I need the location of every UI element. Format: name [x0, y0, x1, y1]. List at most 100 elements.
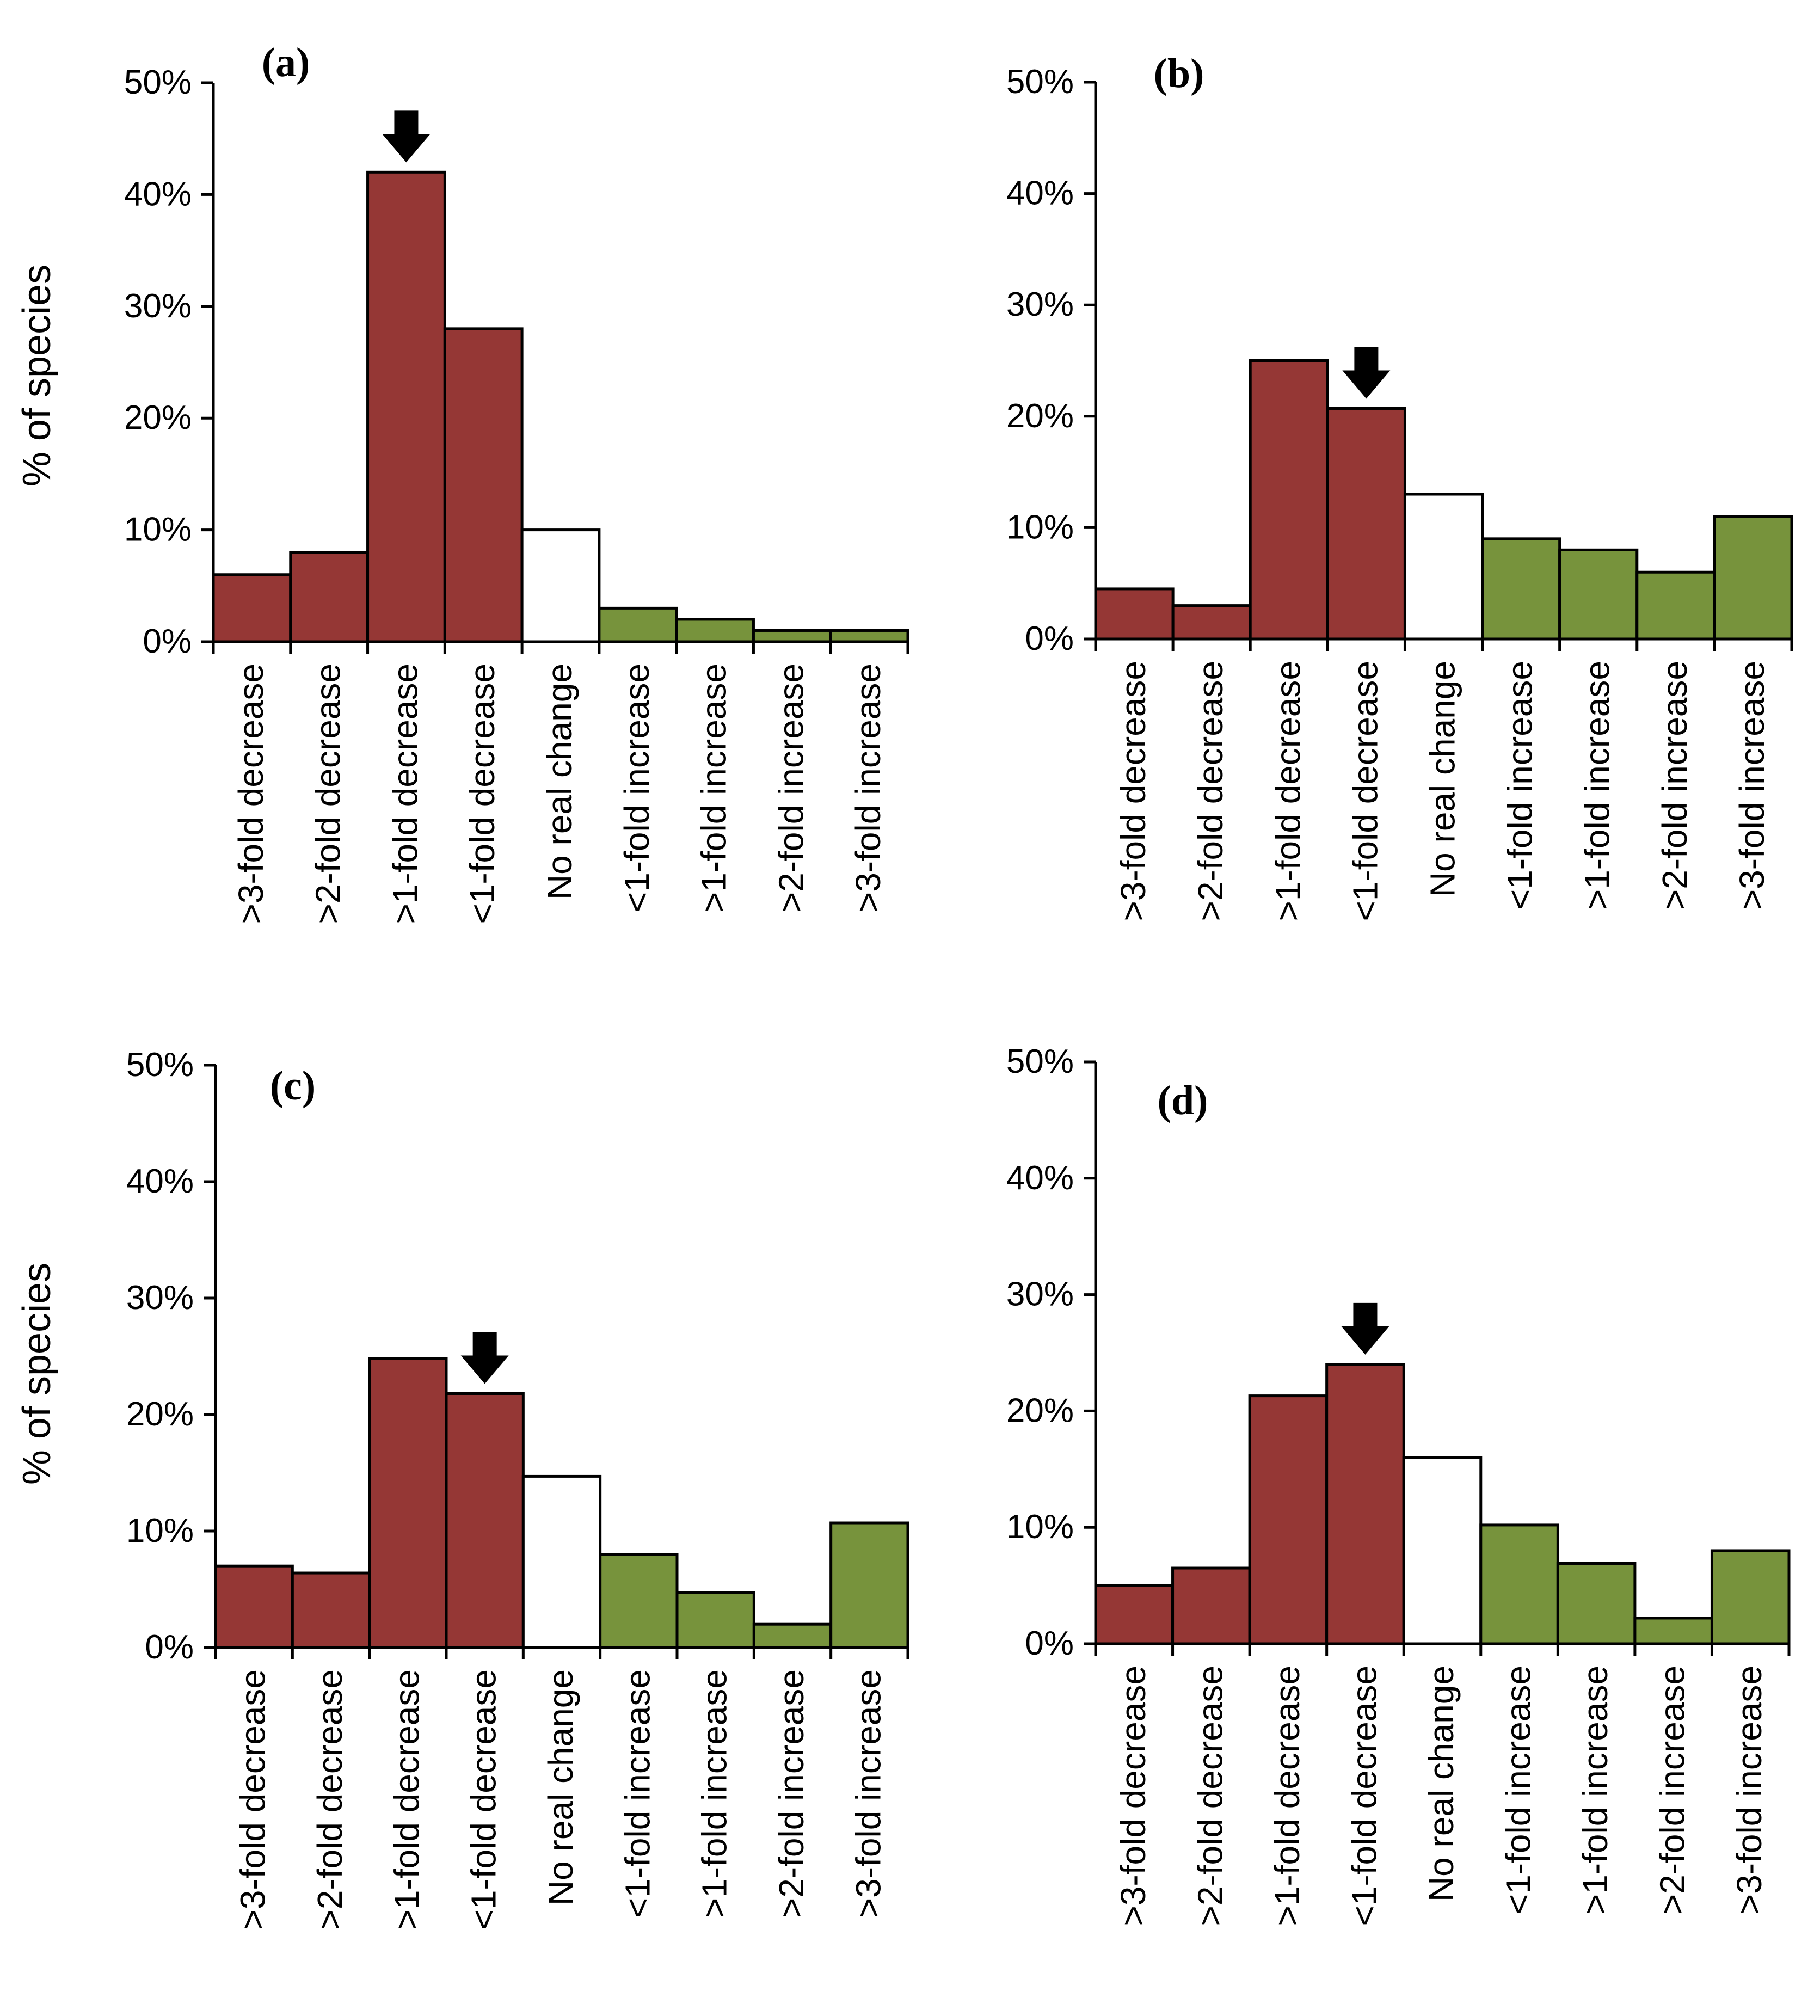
y-tick-label: 0% [145, 1628, 194, 1666]
bar-d-6 [1479, 1523, 1559, 1645]
bar-a-4 [443, 327, 524, 643]
bar-a-7 [675, 618, 755, 643]
y-tick-label: 50% [1006, 63, 1074, 101]
y-tick-label: 20% [126, 1396, 194, 1433]
y-tick-label: 30% [1006, 286, 1074, 323]
bar-a-9 [829, 629, 909, 643]
bar-d-1 [1094, 1584, 1175, 1645]
x-tick-label: >3-fold decrease [1114, 1665, 1153, 1926]
y-tick-label: 20% [1006, 1392, 1074, 1429]
x-tick-label: >3-fold increase [848, 663, 888, 912]
y-tick-label: 20% [124, 399, 192, 437]
bar-c-8 [752, 1622, 833, 1649]
bar-c-3 [368, 1357, 448, 1649]
y-tick-label: 30% [126, 1279, 194, 1317]
y-tick-label: 20% [1006, 397, 1074, 435]
x-tick-label: <1-fold increase [618, 1669, 657, 1918]
chart-panel-b: 0% 10% 20% 30% 40% 50% >3-fold decrease >2-fold… [1006, 51, 1793, 921]
bar-d-7 [1556, 1562, 1637, 1645]
bar-b-7 [1558, 548, 1639, 641]
x-tick-label: >2-fold increase [772, 1669, 811, 1918]
down-arrow-icon [1342, 347, 1391, 399]
bar-b-8 [1635, 570, 1716, 641]
y-tick-label: 10% [1006, 1508, 1074, 1546]
y-tick-label: 50% [1006, 1043, 1074, 1080]
bar-a-2 [289, 551, 370, 643]
x-tick-label: >1-fold decrease [1268, 661, 1307, 921]
x-tick-label: No real change [541, 1669, 580, 1906]
x-tick-label: <1-fold decrease [1344, 1665, 1384, 1926]
bar-b-1 [1094, 587, 1175, 641]
bar-a-5 [520, 528, 601, 643]
panel-label: (b) [1154, 51, 1204, 96]
bar-c-1 [214, 1564, 294, 1649]
x-tick-label: >1-fold increase [694, 663, 734, 912]
x-tick-label: >3-fold decrease [231, 663, 270, 924]
x-tick-label: >2-fold decrease [309, 663, 348, 924]
x-tick-label: >2-fold increase [771, 663, 810, 912]
x-tick-label: <1-fold increase [1499, 1665, 1538, 1914]
x-tick-label: >1-fold decrease [385, 663, 425, 924]
bar-c-4 [445, 1392, 525, 1649]
down-arrow-icon [460, 1332, 509, 1384]
x-tick-label: >2-fold decrease [1191, 661, 1230, 921]
bar-d-9 [1710, 1549, 1791, 1645]
bar-b-4 [1326, 407, 1406, 641]
bar-b-9 [1713, 515, 1793, 641]
bar-b-3 [1249, 359, 1329, 641]
x-tick-label: >2-fold increase [1655, 661, 1694, 909]
x-tick-label: >2-fold decrease [310, 1669, 349, 1930]
bar-d-8 [1633, 1617, 1713, 1645]
x-tick-label: >1-fold decrease [1268, 1665, 1307, 1926]
bar-a-8 [752, 629, 832, 643]
x-tick-label: <1-fold decrease [464, 1669, 503, 1930]
bar-c-2 [291, 1571, 371, 1649]
x-tick-label: >3-fold increase [848, 1669, 888, 1918]
x-tick-label: >1-fold increase [695, 1669, 734, 1918]
x-tick-label: >2-fold increase [1653, 1665, 1692, 1914]
y-axis-title: % of species [15, 1263, 59, 1485]
bar-a-6 [598, 606, 678, 643]
down-arrow-icon [382, 110, 431, 163]
down-arrow-icon [1341, 1302, 1389, 1355]
panel-label: (a) [262, 40, 310, 85]
bar-d-2 [1171, 1566, 1251, 1645]
x-tick-label: >1-fold decrease [387, 1669, 426, 1930]
x-tick-label: <1-fold increase [1501, 661, 1540, 909]
x-tick-label: <1-fold increase [617, 663, 656, 912]
bar-d-5 [1402, 1456, 1483, 1645]
bar-d-3 [1248, 1394, 1329, 1645]
x-tick-label: >1-fold increase [1576, 1665, 1615, 1914]
y-tick-label: 10% [1006, 508, 1074, 546]
y-tick-label: 10% [124, 511, 192, 549]
bar-a-1 [212, 573, 292, 643]
x-tick-label: No real change [1423, 661, 1462, 897]
x-tick-label: >2-fold decrease [1190, 1665, 1229, 1926]
y-tick-label: 50% [124, 64, 192, 101]
bar-b-6 [1481, 537, 1561, 641]
bar-c-5 [521, 1474, 602, 1649]
y-tick-label: 0% [1025, 1625, 1074, 1662]
y-tick-label: 50% [126, 1046, 194, 1084]
panel-label: (d) [1158, 1078, 1208, 1123]
bar-a-3 [366, 170, 446, 643]
chart-panel-d: 0% 10% 20% 30% 40% 50% >3-fold decrease >2-fold… [1006, 1043, 1791, 1926]
chart-panel-c: 0% 10% 20% 30% 40% 50% >3-fold decrease >2-fold… [126, 1046, 909, 1930]
y-tick-label: 30% [124, 287, 192, 325]
y-tick-label: 30% [1006, 1276, 1074, 1313]
y-tick-label: 10% [126, 1512, 194, 1550]
bar-b-2 [1171, 604, 1252, 641]
x-tick-label: <1-fold decrease [463, 663, 502, 924]
x-tick-label: >1-fold increase [1578, 661, 1617, 909]
bar-d-4 [1325, 1363, 1405, 1645]
y-tick-label: 0% [1025, 620, 1074, 657]
y-tick-label: 40% [124, 175, 192, 213]
x-tick-label: >3-fold decrease [233, 1669, 273, 1930]
x-tick-label: No real change [1422, 1665, 1461, 1902]
y-tick-label: 0% [143, 623, 192, 660]
y-tick-label: 40% [1006, 1159, 1074, 1197]
x-tick-label: >3-fold increase [1730, 1665, 1769, 1914]
x-tick-label: <1-fold decrease [1345, 661, 1385, 921]
y-tick-label: 40% [126, 1163, 194, 1200]
